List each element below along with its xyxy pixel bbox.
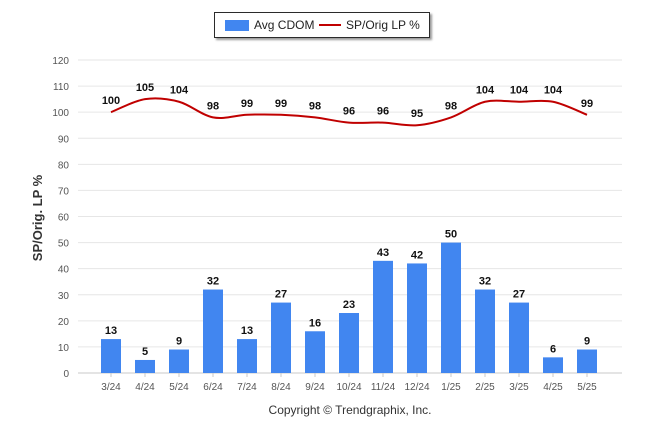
bar xyxy=(475,289,495,373)
x-tick-label: 12/24 xyxy=(404,382,429,393)
x-tick-label: 1/25 xyxy=(441,382,461,393)
bar xyxy=(305,331,325,373)
legend-item-avg-cdom: Avg CDOM xyxy=(225,18,314,32)
x-tick-label: 8/24 xyxy=(271,382,291,393)
x-tick-label: 2/25 xyxy=(475,382,495,393)
y-tick-label: 20 xyxy=(58,317,70,328)
y-tick-label: 60 xyxy=(58,213,70,224)
line-value-label: 105 xyxy=(136,82,154,94)
copyright-text: Copyright © Trendgraphix, Inc. xyxy=(268,403,432,417)
x-tick-label: 6/24 xyxy=(203,382,223,393)
line-value-label: 100 xyxy=(102,95,120,107)
line-value-label: 99 xyxy=(581,98,593,110)
y-tick-label: 100 xyxy=(52,108,69,119)
x-tick-label: 4/24 xyxy=(135,382,155,393)
x-tick-label: 5/25 xyxy=(577,382,597,393)
bar-value-label: 9 xyxy=(176,336,182,348)
bar xyxy=(101,339,121,373)
x-tick-label: 11/24 xyxy=(371,382,396,393)
bar-value-label: 32 xyxy=(207,276,219,288)
line-value-label: 104 xyxy=(476,85,495,97)
bar xyxy=(577,349,597,373)
line-value-label: 98 xyxy=(207,100,219,112)
y-axis-label: SP/Orig. LP % xyxy=(30,174,45,261)
line-value-label: 98 xyxy=(309,100,321,112)
line-value-label: 98 xyxy=(445,100,457,112)
line-series xyxy=(110,97,588,127)
x-tick-label: 3/25 xyxy=(509,382,529,393)
bar xyxy=(543,357,563,373)
legend-bar-swatch xyxy=(225,19,249,31)
line-value-label: 99 xyxy=(275,98,287,110)
grid-lines xyxy=(78,59,622,374)
legend-label-sp-orig: SP/Orig LP % xyxy=(346,18,420,32)
bar xyxy=(509,302,529,373)
line-value-label: 104 xyxy=(544,85,563,97)
bar xyxy=(339,313,359,373)
bar-value-label: 9 xyxy=(584,336,590,348)
bar xyxy=(271,302,291,373)
bar-value-label: 27 xyxy=(513,289,525,301)
x-tick-label: 4/25 xyxy=(543,382,563,393)
bar xyxy=(135,359,155,373)
line-path xyxy=(110,97,588,127)
bar xyxy=(407,263,427,373)
y-tick-label: 110 xyxy=(53,82,69,93)
y-tick-label: 40 xyxy=(58,265,70,276)
legend-label-avg-cdom: Avg CDOM xyxy=(254,18,315,32)
y-tick-label: 70 xyxy=(58,186,70,197)
bar-value-label: 43 xyxy=(377,247,389,259)
x-axis-ticks: 3/24 4/24 5/24 6/24 7/24 8/24 9/24 10/24 11/24 12… xyxy=(101,373,597,393)
bar-value-label: 50 xyxy=(445,229,457,241)
bar-value-label: 16 xyxy=(309,317,321,329)
legend: Avg CDOM SP/Orig LP % xyxy=(214,12,430,38)
bar xyxy=(237,339,257,373)
y-tick-label: 30 xyxy=(58,291,70,302)
y-tick-label: 80 xyxy=(58,160,70,171)
x-tick-label: 7/24 xyxy=(237,382,257,393)
bar xyxy=(373,260,393,373)
bar-value-label: 13 xyxy=(105,325,117,337)
line-value-label: 96 xyxy=(377,106,389,118)
bar xyxy=(203,289,223,373)
line-value-label: 96 xyxy=(343,106,355,118)
legend-line-swatch xyxy=(319,24,341,26)
legend-item-sp-orig: SP/Orig LP % xyxy=(319,18,420,32)
bar-value-label: 27 xyxy=(275,289,287,301)
y-tick-label: 0 xyxy=(63,369,69,380)
x-tick-label: 3/24 xyxy=(101,382,121,393)
x-tick-label: 9/24 xyxy=(305,382,325,393)
line-value-label: 99 xyxy=(241,98,253,110)
y-tick-label: 90 xyxy=(58,134,70,145)
x-tick-label: 10/24 xyxy=(336,382,361,393)
y-axis-ticks: 0 10 20 30 40 50 60 70 80 90 100 110 120 xyxy=(52,56,69,380)
bar-value-label: 32 xyxy=(479,276,491,288)
bar-series xyxy=(101,242,597,373)
bar xyxy=(441,242,461,373)
y-tick-label: 120 xyxy=(52,56,69,67)
bar-value-label: 6 xyxy=(550,343,556,355)
bar-value-label: 13 xyxy=(241,325,253,337)
y-tick-label: 10 xyxy=(58,343,70,354)
line-data-labels: 100 105 104 98 99 99 98 96 96 95 98 104 104 104 99 xyxy=(102,82,593,120)
bar-data-labels: 13 5 9 32 13 27 16 23 43 42 50 32 27 6 9 xyxy=(105,229,590,358)
x-tick-label: 5/24 xyxy=(169,382,189,393)
line-value-label: 104 xyxy=(170,85,189,97)
line-value-label: 104 xyxy=(510,85,529,97)
bar-value-label: 5 xyxy=(142,346,148,358)
bar-value-label: 23 xyxy=(343,299,355,311)
y-tick-label: 50 xyxy=(58,239,70,250)
line-value-label: 95 xyxy=(411,108,423,120)
bar-value-label: 42 xyxy=(411,249,423,261)
bar xyxy=(169,349,189,373)
